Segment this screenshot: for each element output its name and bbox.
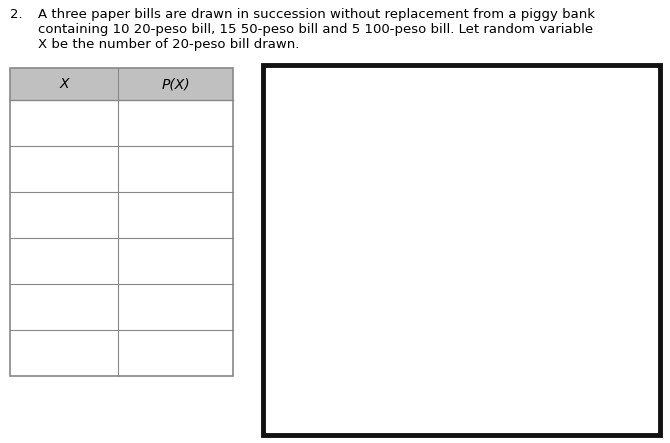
Text: X: X xyxy=(59,77,69,91)
Bar xyxy=(263,65,660,435)
Text: 2.: 2. xyxy=(10,8,23,21)
Text: P(X): P(X) xyxy=(161,77,190,91)
Text: containing 10 20-peso bill, 15 50-peso bill and 5 100-peso bill. Let random vari: containing 10 20-peso bill, 15 50-peso b… xyxy=(38,23,593,36)
Bar xyxy=(10,68,233,376)
Text: A three paper bills are drawn in succession without replacement from a piggy ban: A three paper bills are drawn in success… xyxy=(38,8,595,21)
Text: X be the number of 20-peso bill drawn.: X be the number of 20-peso bill drawn. xyxy=(38,38,299,51)
Bar xyxy=(10,68,233,100)
